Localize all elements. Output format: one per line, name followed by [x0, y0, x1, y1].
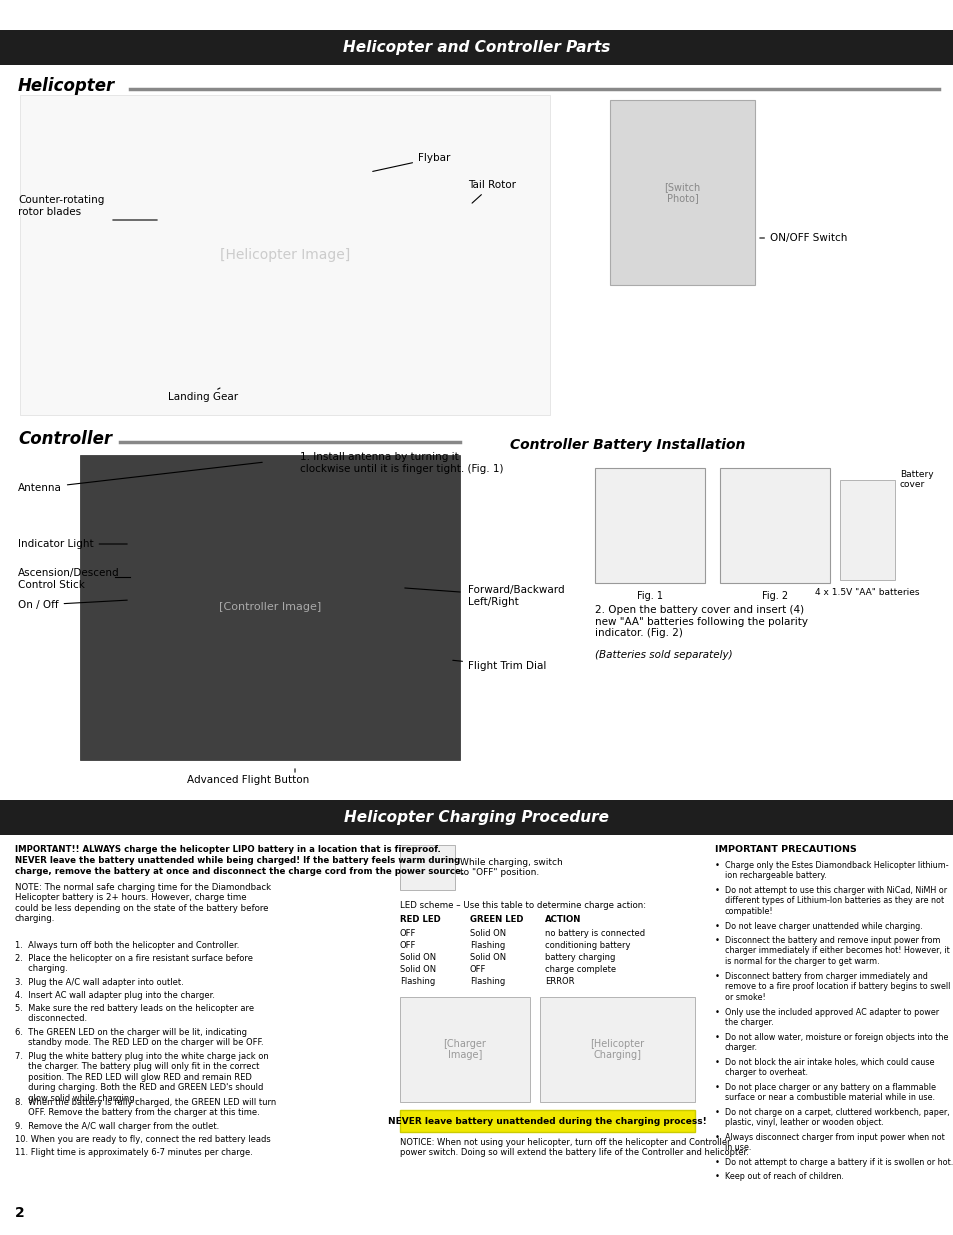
- Text: •: •: [714, 1008, 720, 1016]
- Bar: [399, 845, 455, 890]
- Bar: [80, 454, 459, 760]
- Text: Battery
cover: Battery cover: [899, 471, 933, 489]
- Text: 2: 2: [15, 1207, 25, 1220]
- Text: Do not attempt to use this charger with NiCad, NiMH or
different types of Lithiu: Do not attempt to use this charger with …: [724, 885, 946, 916]
- Text: Do not place charger or any battery on a flammable
surface or near a combustible: Do not place charger or any battery on a…: [724, 1083, 935, 1103]
- Text: Solid ON: Solid ON: [470, 929, 506, 939]
- Text: ON/OFF Switch: ON/OFF Switch: [759, 233, 846, 243]
- Text: Forward/Backward
Left/Right: Forward/Backward Left/Right: [468, 585, 564, 606]
- Text: Helicopter: Helicopter: [18, 77, 115, 95]
- Text: 3.  Plug the A/C wall adapter into outlet.: 3. Plug the A/C wall adapter into outlet…: [15, 978, 184, 987]
- Text: Indicator Light: Indicator Light: [18, 538, 127, 550]
- Text: Fig. 2: Fig. 2: [761, 592, 787, 601]
- Text: RED LED: RED LED: [399, 915, 440, 924]
- Text: •: •: [714, 936, 720, 945]
- Text: •: •: [714, 1172, 720, 1181]
- Text: IMPORTANT PRECAUTIONS: IMPORTANT PRECAUTIONS: [714, 845, 856, 853]
- Text: On / Off: On / Off: [18, 600, 127, 610]
- Bar: [0, 800, 953, 835]
- Text: GREEN LED: GREEN LED: [470, 915, 523, 924]
- Text: Flashing: Flashing: [470, 977, 505, 986]
- Text: •: •: [714, 972, 720, 981]
- Bar: [720, 468, 829, 583]
- Text: NOTICE: When not using your helicopter, turn off the helicopter and Controller
p: NOTICE: When not using your helicopter, …: [399, 1137, 748, 1157]
- Text: NOTE: The normal safe charging time for the Diamondback
Helicopter battery is 2+: NOTE: The normal safe charging time for …: [15, 883, 271, 924]
- Bar: [840, 480, 894, 580]
- Text: NEVER leave the battery unattended while being charged! If the battery feels war: NEVER leave the battery unattended while…: [15, 856, 459, 864]
- Text: LED scheme – Use this table to determine charge action:: LED scheme – Use this table to determine…: [399, 902, 645, 910]
- Text: Do not attempt to charge a battery if it is swollen or hot.: Do not attempt to charge a battery if it…: [724, 1158, 952, 1167]
- Text: •: •: [714, 1032, 720, 1042]
- Text: 1.  Always turn off both the helicopter and Controller.: 1. Always turn off both the helicopter a…: [15, 941, 239, 950]
- Text: Only use the included approved AC adapter to power
the charger.: Only use the included approved AC adapte…: [724, 1008, 938, 1028]
- Text: 4.  Insert AC wall adapter plug into the charger.: 4. Insert AC wall adapter plug into the …: [15, 990, 214, 1000]
- Text: charge complete: charge complete: [544, 965, 616, 974]
- Text: OFF: OFF: [399, 941, 416, 950]
- Text: [Charger
Image]: [Charger Image]: [443, 1039, 486, 1061]
- Text: Do not allow water, moisture or foreign objects into the
charger.: Do not allow water, moisture or foreign …: [724, 1032, 947, 1052]
- Text: battery charging: battery charging: [544, 953, 615, 962]
- Text: conditioning battery: conditioning battery: [544, 941, 630, 950]
- Text: (Batteries sold separately): (Batteries sold separately): [595, 650, 732, 659]
- Text: Flashing: Flashing: [470, 941, 505, 950]
- Text: Solid ON: Solid ON: [470, 953, 506, 962]
- Text: •: •: [714, 1158, 720, 1167]
- Text: 2.  Place the helicopter on a fire resistant surface before
     charging.: 2. Place the helicopter on a fire resist…: [15, 953, 253, 973]
- Text: Controller Battery Installation: Controller Battery Installation: [510, 438, 744, 452]
- Text: Always disconnect charger from input power when not
in use.: Always disconnect charger from input pow…: [724, 1132, 943, 1152]
- Text: Disconnect the battery and remove input power from
charger immediately if either: Disconnect the battery and remove input …: [724, 936, 949, 966]
- Text: •: •: [714, 1083, 720, 1092]
- Text: Tail Rotor: Tail Rotor: [468, 180, 516, 203]
- Text: •: •: [714, 861, 720, 869]
- Bar: [0, 30, 953, 65]
- Text: OFF: OFF: [399, 929, 416, 939]
- Text: Fig. 1: Fig. 1: [637, 592, 662, 601]
- Bar: [609, 100, 754, 285]
- Text: •: •: [714, 923, 720, 931]
- Text: Flashing: Flashing: [399, 977, 435, 986]
- Bar: [539, 997, 695, 1102]
- Text: 7.  Plug the white battery plug into the white charge jack on
     the charger. : 7. Plug the white battery plug into the …: [15, 1052, 269, 1103]
- Text: Charge only the Estes Diamondback Helicopter lithium-
ion rechargeable battery.: Charge only the Estes Diamondback Helico…: [724, 861, 947, 881]
- Text: Landing Gear: Landing Gear: [168, 388, 238, 403]
- Text: Helicopter and Controller Parts: Helicopter and Controller Parts: [343, 40, 610, 56]
- Text: 1. Install antenna by turning it
clockwise until it is finger tight. (Fig. 1): 1. Install antenna by turning it clockwi…: [299, 452, 503, 473]
- Text: ACTION: ACTION: [544, 915, 580, 924]
- Text: Controller: Controller: [18, 430, 112, 448]
- Text: Helicopter Charging Procedure: Helicopter Charging Procedure: [344, 810, 609, 825]
- Text: 9.  Remove the A/C wall charger from the outlet.: 9. Remove the A/C wall charger from the …: [15, 1123, 219, 1131]
- Bar: [399, 1110, 695, 1132]
- Text: Antenna: Antenna: [18, 462, 262, 493]
- Text: 2. Open the battery cover and insert (4)
new "AA" batteries following the polari: 2. Open the battery cover and insert (4)…: [595, 605, 807, 638]
- Text: OFF: OFF: [470, 965, 486, 974]
- Text: Ascension/Descend
Control Stick: Ascension/Descend Control Stick: [18, 568, 119, 589]
- Text: Advanced Flight Button: Advanced Flight Button: [187, 776, 309, 785]
- Text: Flight Trim Dial: Flight Trim Dial: [453, 661, 546, 671]
- Text: 8.  When the battery is fully charged, the GREEN LED will turn
     OFF. Remove : 8. When the battery is fully charged, th…: [15, 1098, 276, 1118]
- Text: [Controller Image]: [Controller Image]: [218, 603, 321, 613]
- Text: •: •: [714, 1058, 720, 1067]
- Text: Do not charge on a carpet, cluttered workbench, paper,
plastic, vinyl, leather o: Do not charge on a carpet, cluttered wor…: [724, 1108, 948, 1128]
- Text: [Switch
Photo]: [Switch Photo]: [663, 182, 700, 204]
- Text: Solid ON: Solid ON: [399, 953, 436, 962]
- Text: Do not leave charger unattended while charging.: Do not leave charger unattended while ch…: [724, 923, 922, 931]
- Text: 4 x 1.5V "AA" batteries: 4 x 1.5V "AA" batteries: [815, 588, 919, 597]
- Text: IMPORTANT!! ALWAYS charge the helicopter LIPO battery in a location that is fire: IMPORTANT!! ALWAYS charge the helicopter…: [15, 845, 440, 853]
- Text: Do not block the air intake holes, which could cause
charger to overheat.: Do not block the air intake holes, which…: [724, 1058, 934, 1077]
- Text: Counter-rotating
rotor blades: Counter-rotating rotor blades: [18, 195, 104, 216]
- Text: •: •: [714, 885, 720, 895]
- Text: •: •: [714, 1108, 720, 1116]
- Text: •: •: [714, 1132, 720, 1142]
- Text: NEVER leave battery unattended during the charging process!: NEVER leave battery unattended during th…: [387, 1116, 705, 1125]
- Bar: [20, 95, 550, 415]
- Text: Solid ON: Solid ON: [399, 965, 436, 974]
- Text: [Helicopter Image]: [Helicopter Image]: [219, 248, 350, 262]
- Bar: [399, 997, 530, 1102]
- Text: no battery is connected: no battery is connected: [544, 929, 644, 939]
- Text: ERROR: ERROR: [544, 977, 574, 986]
- Text: [Helicopter
Charging]: [Helicopter Charging]: [590, 1039, 644, 1061]
- Text: While charging, switch
to "OFF" position.: While charging, switch to "OFF" position…: [459, 858, 562, 877]
- Text: Keep out of reach of children.: Keep out of reach of children.: [724, 1172, 843, 1181]
- Text: 10. When you are ready to fly, connect the red battery leads: 10. When you are ready to fly, connect t…: [15, 1135, 271, 1144]
- Text: Disconnect battery from charger immediately and
remove to a fire proof location : Disconnect battery from charger immediat…: [724, 972, 949, 1002]
